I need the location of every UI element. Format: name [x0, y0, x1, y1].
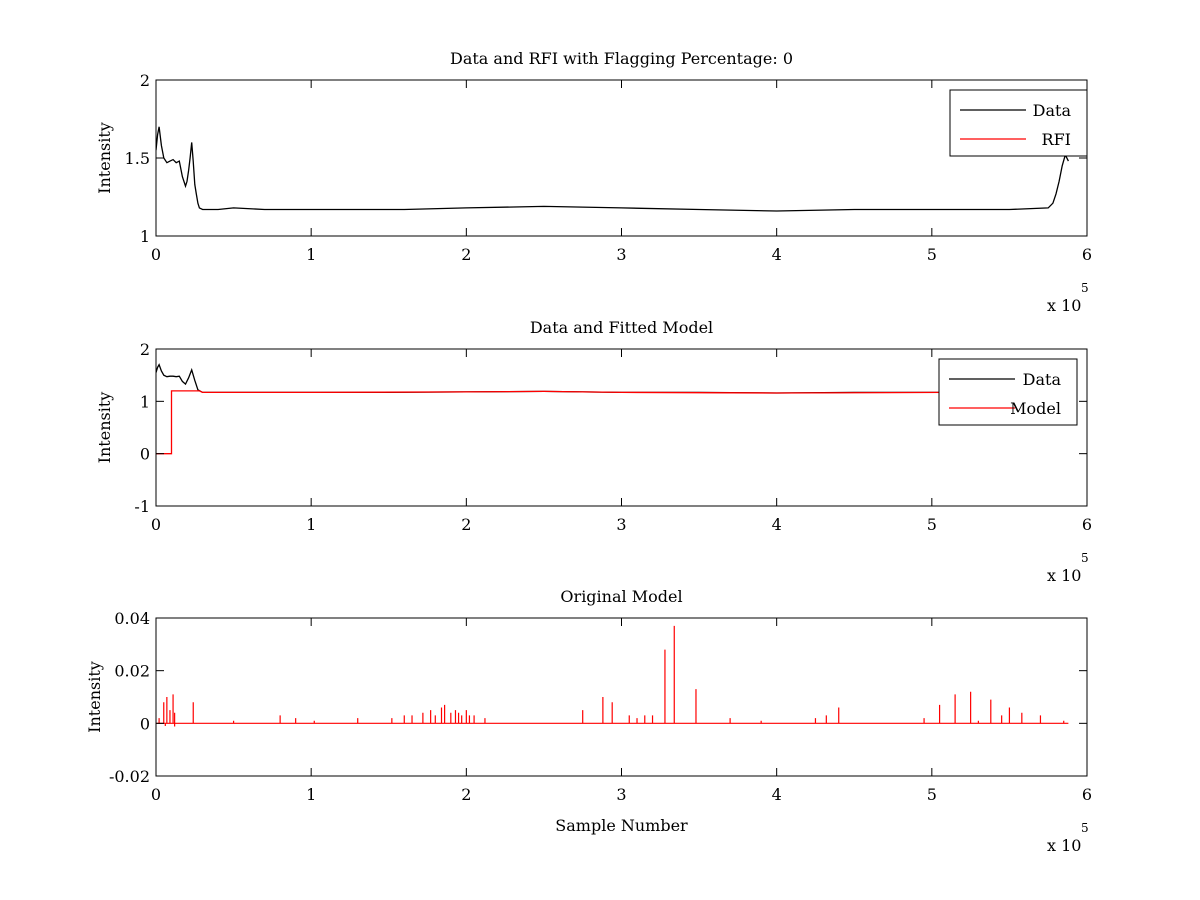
x-tick-label: 5	[927, 245, 937, 264]
x-tick-label: 6	[1082, 515, 1092, 534]
series-line-data	[156, 126, 1069, 212]
legend-label-data: Data	[1033, 101, 1072, 120]
axes-frame	[155, 617, 1088, 777]
y-tick-label: 2	[140, 340, 150, 359]
x-multiplier-exponent: 5	[1081, 821, 1089, 835]
x-tick-label: 1	[306, 785, 316, 804]
legend: Data Model	[938, 358, 1078, 426]
x-tick-label: 5	[927, 515, 937, 534]
legend-label-data: Data	[1023, 370, 1062, 389]
x-tick-label: 1	[306, 245, 316, 264]
legend: Data RFI	[949, 89, 1088, 157]
y-tick-label: 1	[140, 392, 150, 411]
x-axis-label: Sample Number	[555, 816, 688, 835]
y-tick-label: -1	[134, 497, 150, 516]
x-tick-label: 3	[616, 785, 626, 804]
y-tick-label: 1	[140, 227, 150, 246]
x-tick-label: 6	[1082, 785, 1092, 804]
x-multiplier-exponent: 5	[1081, 551, 1089, 565]
x-tick-label: 2	[461, 515, 471, 534]
x-tick-label: 3	[616, 245, 626, 264]
legend-label-model: Model	[1010, 399, 1061, 418]
legend-box	[938, 358, 1078, 426]
y-tick-label: 2	[140, 71, 150, 90]
y-tick-label: 0	[140, 714, 150, 733]
x-multiplier-exponent: 5	[1081, 281, 1089, 295]
x-multiplier: x 10	[1047, 566, 1081, 585]
x-multiplier: x 10	[1047, 296, 1081, 315]
x-tick-label: 0	[151, 515, 161, 534]
y-axis-label: Intensity	[85, 661, 104, 733]
y-axis-label: Intensity	[95, 122, 114, 194]
subplot-1: Data and RFI with Flagging Percentage: 0…	[95, 49, 1092, 315]
x-tick-label: 0	[151, 245, 161, 264]
subplot-3: Original Model Intensity Sample Number 0 1 2 3…	[85, 587, 1092, 855]
axes-frame	[155, 79, 1088, 237]
series-line-data	[156, 363, 948, 394]
legend-box	[949, 89, 1088, 157]
y-tick-label: 1.5	[125, 149, 150, 168]
x-tick-label: 4	[772, 785, 782, 804]
y-tick-label: -0.02	[109, 767, 150, 786]
chart-title: Original Model	[560, 587, 682, 606]
x-tick-label: 4	[772, 245, 782, 264]
series-line-model	[156, 390, 948, 455]
y-axis-label: Intensity	[95, 392, 114, 464]
y-tick-label: 0.02	[114, 662, 150, 681]
y-tick-label: 0	[140, 445, 150, 464]
chart-title: Data and RFI with Flagging Percentage: 0	[450, 49, 793, 68]
legend-label-rfi: RFI	[1042, 130, 1071, 149]
x-tick-label: 2	[461, 245, 471, 264]
series-line-model-spikes	[156, 625, 1069, 727]
x-tick-label: 0	[151, 785, 161, 804]
x-tick-label: 4	[772, 515, 782, 534]
chart-title: Data and Fitted Model	[530, 318, 713, 337]
x-tick-label: 3	[616, 515, 626, 534]
x-tick-label: 5	[927, 785, 937, 804]
x-multiplier: x 10	[1047, 836, 1081, 855]
x-tick-label: 6	[1082, 245, 1092, 264]
x-tick-label: 1	[306, 515, 316, 534]
x-tick-label: 2	[461, 785, 471, 804]
y-tick-label: 0.04	[114, 609, 150, 628]
